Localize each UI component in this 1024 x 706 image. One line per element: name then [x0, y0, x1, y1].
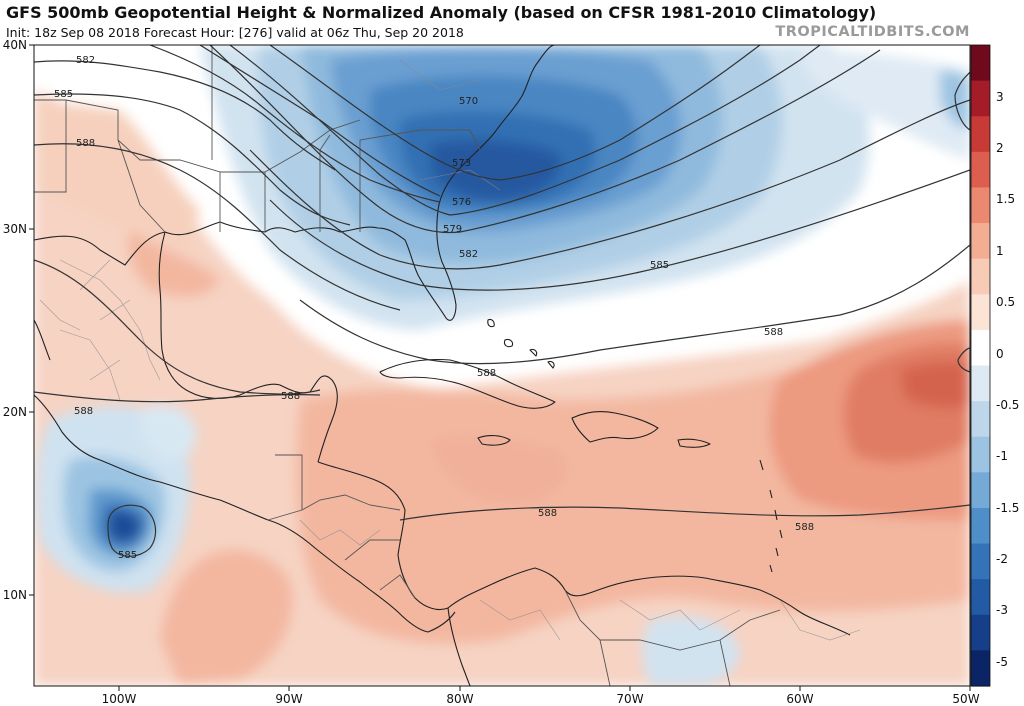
height-contours — [34, 45, 970, 557]
contour-label: 570 — [459, 96, 478, 107]
colorbar-tick-label: -3 — [996, 603, 1008, 617]
contour-label: 588 — [538, 508, 557, 519]
colorbar-tick-label: 2 — [996, 141, 1004, 155]
contour-label: 585 — [118, 550, 137, 561]
colorbar-swatch — [971, 45, 990, 82]
colorbar: 3 2 1.5 1 0.5 0 -0.5 -1 -1.5 -2 -3 -5 — [970, 44, 1019, 687]
lon-tick-label: 100W — [102, 692, 137, 706]
colorbar-frame — [970, 44, 991, 687]
contour-label: 582 — [76, 55, 95, 66]
contour-label: 582 — [459, 249, 478, 260]
contour-label: 588 — [764, 327, 783, 338]
contour-labels: 582 585 588 570 573 576 579 582 585 588 … — [54, 55, 814, 561]
contour-label: 588 — [795, 522, 814, 533]
lat-tick-label: 30N — [3, 222, 27, 236]
colorbar-swatch — [971, 116, 990, 153]
colorbar-tick-label: 1.5 — [996, 192, 1015, 206]
colorbar-tick-label: 0.5 — [996, 295, 1015, 309]
colorbar-tick-label: -1.5 — [996, 501, 1019, 515]
colorbar-tick-label: -0.5 — [996, 398, 1019, 412]
contour-label: 585 — [650, 260, 669, 271]
lat-tick-label: 20N — [3, 405, 27, 419]
lon-tick-label: 50W — [952, 692, 979, 706]
longitude-axis: 100W 90W 80W 70W 60W 50W — [102, 686, 980, 706]
plot-frame — [33, 44, 971, 687]
contour-label: 576 — [452, 197, 471, 208]
lat-tick-label: 10N — [3, 588, 27, 602]
colorbar-swatch — [971, 223, 990, 260]
colorbar-swatch — [971, 294, 990, 331]
colorbar-swatch — [971, 436, 990, 473]
lon-tick-label: 80W — [446, 692, 473, 706]
colorbar-tick-label: 0 — [996, 347, 1004, 361]
colorbar-swatch — [971, 579, 990, 616]
colorbar-tick-label: -2 — [996, 552, 1008, 566]
colorbar-swatch — [971, 258, 990, 295]
contour-label: 573 — [452, 158, 471, 169]
colorbar-swatches — [971, 45, 990, 687]
contour-label: 579 — [443, 224, 462, 235]
contour-label: 585 — [54, 89, 73, 100]
coastlines — [34, 45, 851, 686]
contour-label: 588 — [76, 138, 95, 149]
colorbar-swatch — [971, 614, 990, 651]
colorbar-tick-label: -1 — [996, 449, 1008, 463]
colorbar-swatch — [971, 543, 990, 580]
colorbar-swatch — [971, 365, 990, 402]
map-subtitle: Init: 18z Sep 08 2018 Forecast Hour: [27… — [6, 25, 464, 40]
colorbar-swatch — [971, 151, 990, 189]
lat-tick-label: 40N — [3, 38, 27, 52]
colorbar-swatch — [971, 401, 990, 438]
political-borders — [34, 45, 781, 686]
colorbar-tick-label: 3 — [996, 90, 1004, 104]
contour-label: 588 — [281, 391, 300, 402]
colorbar-swatch — [971, 80, 990, 117]
lon-tick-label: 90W — [275, 692, 302, 706]
contour-label: 588 — [74, 406, 93, 417]
colorbar-swatch — [971, 650, 990, 687]
internal-borders — [39, 59, 861, 641]
lon-tick-label: 70W — [616, 692, 643, 706]
colorbar-swatch — [971, 187, 990, 224]
brand-watermark: TROPICALTIDBITS.COM — [775, 24, 970, 40]
colorbar-tick-label: 1 — [996, 244, 1004, 258]
map-title: GFS 500mb Geopotential Height & Normaliz… — [6, 3, 877, 22]
colorbar-swatch — [971, 472, 990, 509]
colorbar-tick-label: -5 — [996, 655, 1008, 669]
contour-label: 588 — [477, 368, 496, 379]
plot-area: 582 585 588 570 573 576 579 582 585 588 … — [34, 45, 970, 686]
latitude-axis: 40N 30N 20N 10N — [3, 38, 34, 602]
colorbar-swatch — [971, 507, 990, 545]
anomaly-shading — [34, 45, 970, 686]
lon-tick-label: 60W — [786, 692, 813, 706]
colorbar-swatch — [971, 329, 990, 367]
